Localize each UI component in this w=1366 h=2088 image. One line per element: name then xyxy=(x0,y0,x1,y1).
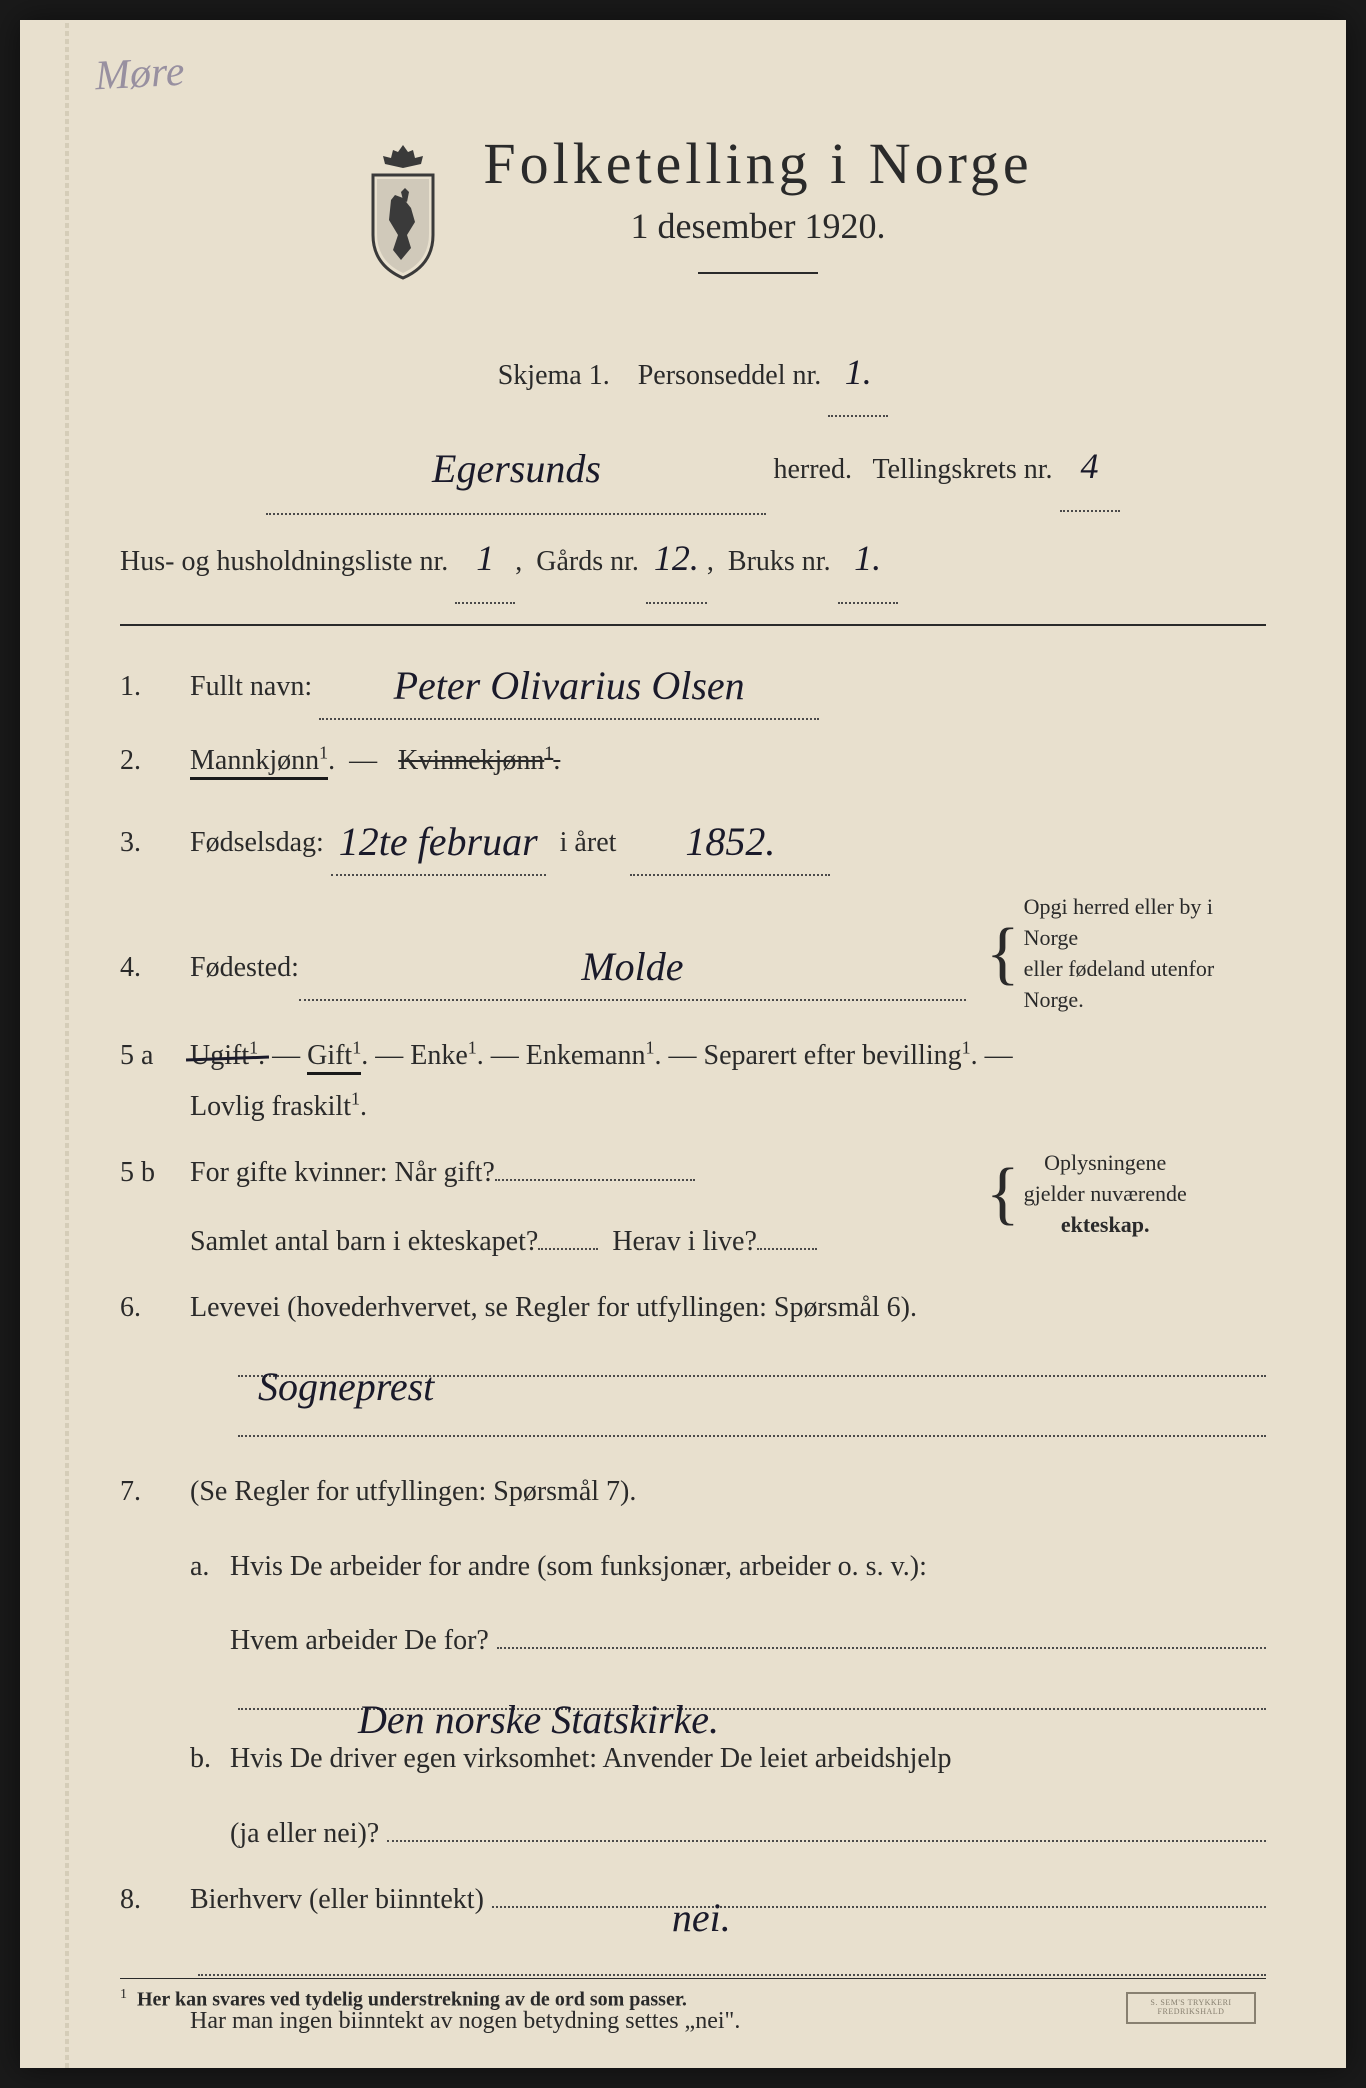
birth-day: 12te februar xyxy=(339,819,538,864)
q2-row: 2. Mannkjønn1. — Kvinnekjønn1. xyxy=(120,736,1266,786)
form-date: 1 desember 1920. xyxy=(483,205,1032,247)
herred-value: Egersunds xyxy=(432,446,601,491)
q3-row: 3. Fødselsdag: 12te februar i året 1852. xyxy=(120,802,1266,876)
q4-row: 4. Fødested: Molde { Opgi herred eller b… xyxy=(120,892,1266,1015)
norway-coat-of-arms-icon xyxy=(353,140,453,280)
q6-row: 6. Levevei (hovederhvervet, se Regler fo… xyxy=(120,1283,1266,1437)
q5b-row: 5 b For gifte kvinner: Når gift? Samlet … xyxy=(120,1148,1266,1267)
footnote: 1 Her kan svares ved tydelig understrekn… xyxy=(120,1978,1266,2012)
q5b-note: { Oplysningene gjelder nuværende ekteska… xyxy=(986,1148,1266,1267)
divider xyxy=(698,272,818,274)
q4-note: { Opgi herred eller by i Norge eller fød… xyxy=(986,892,1266,1015)
q5a-row: 5 a Ugift1. — Gift1. — Enke1. — Enkemann… xyxy=(120,1031,1266,1132)
husliste-nr: 1 xyxy=(476,538,494,578)
status-gift-selected: Gift1 xyxy=(307,1040,361,1075)
gender-male-selected: Mannkjønn1 xyxy=(190,745,328,780)
printer-stamp: S. SEM'S TRYKKERI FREDRIKSHALD xyxy=(1126,1992,1256,2024)
q7-row: 7. (Se Regler for utfyllingen: Spørsmål … xyxy=(120,1467,1266,1859)
meta-line-2: Egersunds herred. Tellingskrets nr. 4 xyxy=(120,417,1266,515)
divider xyxy=(120,624,1266,626)
employer: Den norske Statskirke. xyxy=(358,1684,719,1712)
q8-row: 8. Bierhverv (eller biinntekt) nei. xyxy=(120,1875,1266,1925)
meta-line-1: Skjema 1. Personseddel nr. 1. xyxy=(120,329,1266,417)
q1-row: 1. Fullt navn: Peter Olivarius Olsen xyxy=(120,646,1266,720)
form-body: 1. Fullt navn: Peter Olivarius Olsen 2. … xyxy=(120,646,1266,2043)
secondary-income: nei. xyxy=(672,1882,731,1910)
occupation: Sogneprest xyxy=(258,1351,434,1379)
birth-year: 1852. xyxy=(685,819,775,864)
bruks-nr: 1. xyxy=(854,538,881,578)
tellingskrets-nr: 4 xyxy=(1081,446,1099,486)
full-name: Peter Olivarius Olsen xyxy=(394,663,745,708)
personseddel-nr: 1. xyxy=(845,352,872,392)
margin-annotation: Møre xyxy=(94,48,186,101)
status-ugift-struck: Ugift1. xyxy=(190,1031,265,1081)
gender-female-struck: Kvinnekjønn1. xyxy=(398,745,560,776)
form-header: Folketelling i Norge 1 desember 1920. xyxy=(120,130,1266,299)
gards-nr: 12. xyxy=(654,538,699,578)
meta-line-3: Hus- og husholdningsliste nr. 1, Gårds n… xyxy=(120,515,1266,603)
census-form: Møre Folketelling i Norge 1 desember 192… xyxy=(20,20,1346,2068)
form-title: Folketelling i Norge xyxy=(483,130,1032,197)
birthplace: Molde xyxy=(581,944,683,989)
